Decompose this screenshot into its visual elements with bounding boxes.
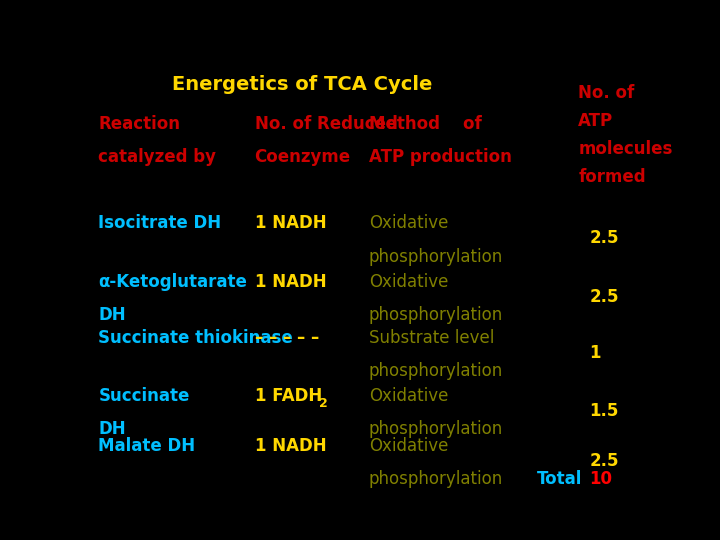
Text: No. of Reduced: No. of Reduced — [255, 114, 397, 133]
Text: 2: 2 — [319, 397, 328, 410]
Text: 1: 1 — [590, 344, 601, 362]
Text: Malate DH: Malate DH — [99, 437, 196, 455]
Text: DH: DH — [99, 306, 126, 324]
Text: Oxidative: Oxidative — [369, 214, 449, 233]
Text: Oxidative: Oxidative — [369, 387, 449, 405]
Text: Energetics of TCA Cycle: Energetics of TCA Cycle — [172, 75, 432, 94]
Text: molecules: molecules — [578, 140, 672, 158]
Text: Succinate: Succinate — [99, 387, 190, 405]
Text: phosphorylation: phosphorylation — [369, 362, 503, 380]
Text: No. of: No. of — [578, 84, 634, 102]
Text: 1 FADH: 1 FADH — [255, 387, 322, 405]
Text: Reaction: Reaction — [99, 114, 181, 133]
Text: Isocitrate DH: Isocitrate DH — [99, 214, 222, 233]
Text: 1 NADH: 1 NADH — [255, 273, 326, 291]
Text: Oxidative: Oxidative — [369, 273, 449, 291]
Text: Coenzyme: Coenzyme — [255, 148, 351, 166]
Text: Oxidative: Oxidative — [369, 437, 449, 455]
Text: α-Ketoglutarate: α-Ketoglutarate — [99, 273, 247, 291]
Text: phosphorylation: phosphorylation — [369, 470, 503, 488]
Text: ATP: ATP — [578, 112, 613, 130]
Text: 1 NADH: 1 NADH — [255, 437, 326, 455]
Text: catalyzed by: catalyzed by — [99, 148, 217, 166]
Text: phosphorylation: phosphorylation — [369, 306, 503, 324]
Text: 10: 10 — [590, 470, 613, 488]
Text: 1.5: 1.5 — [590, 402, 618, 420]
Text: 2.5: 2.5 — [590, 230, 619, 247]
Text: DH: DH — [99, 420, 126, 438]
Text: Substrate level: Substrate level — [369, 329, 495, 347]
Text: 1 NADH: 1 NADH — [255, 214, 326, 233]
Text: Method    of: Method of — [369, 114, 482, 133]
Text: phosphorylation: phosphorylation — [369, 420, 503, 438]
Text: phosphorylation: phosphorylation — [369, 248, 503, 266]
Text: formed: formed — [578, 168, 646, 186]
Text: – – – – –: – – – – – — [255, 329, 319, 347]
Text: Total: Total — [536, 470, 582, 488]
Text: ATP production: ATP production — [369, 148, 512, 166]
Text: 2.5: 2.5 — [590, 452, 619, 470]
Text: Succinate thiokinase: Succinate thiokinase — [99, 329, 293, 347]
Text: 2.5: 2.5 — [590, 288, 619, 306]
